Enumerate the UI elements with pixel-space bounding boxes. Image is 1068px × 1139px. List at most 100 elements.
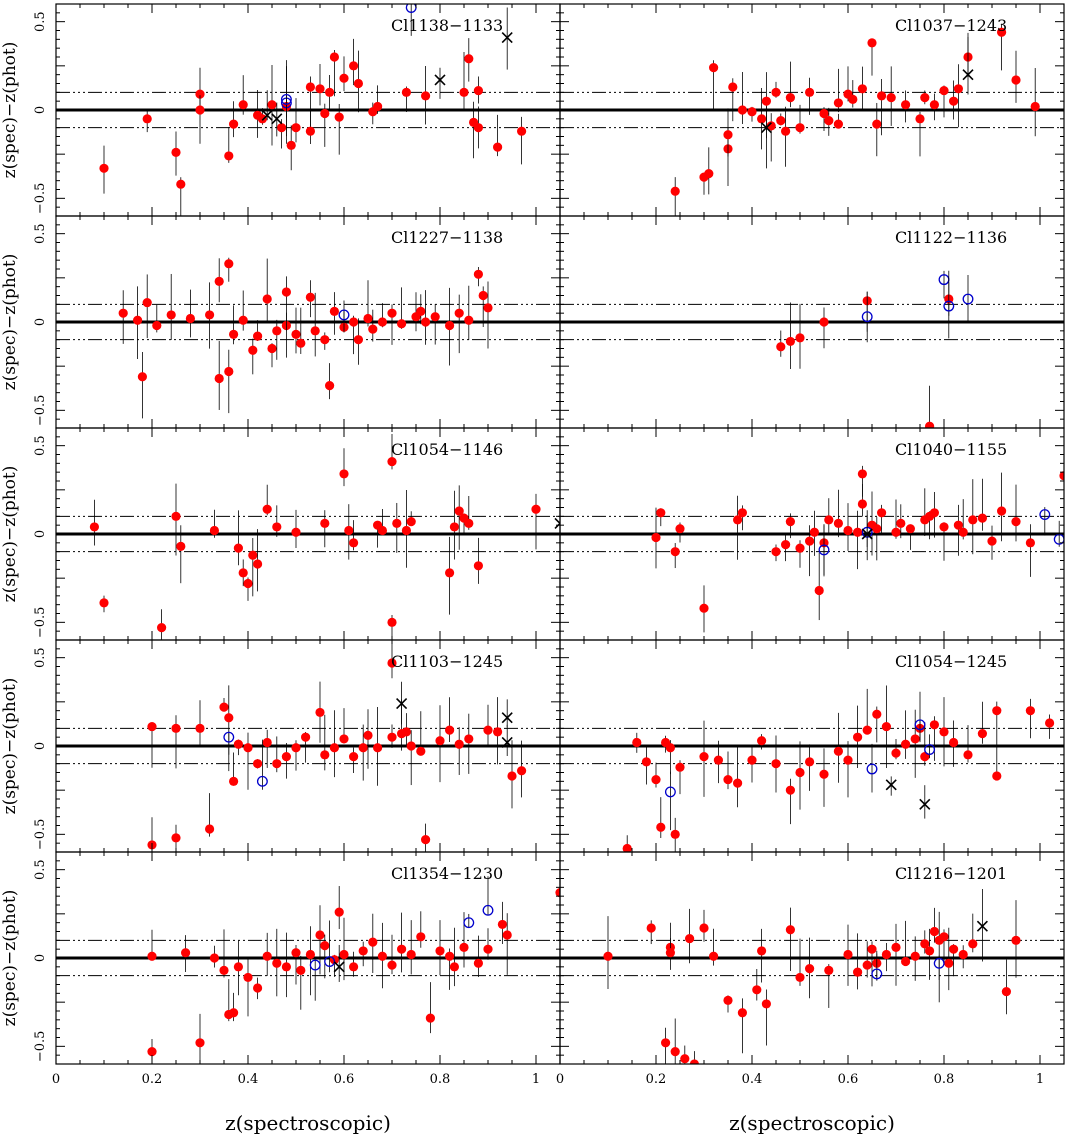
data-point — [262, 294, 272, 304]
data-point — [243, 578, 253, 589]
data-point-open — [664, 786, 676, 798]
data-point — [233, 543, 243, 553]
data-point — [901, 739, 911, 749]
data-point — [497, 919, 507, 930]
x-tick-label: 0.6 — [838, 1072, 859, 1087]
data-point — [363, 313, 373, 324]
data-point — [445, 725, 455, 735]
data-point-open — [223, 731, 235, 743]
data-point-open — [324, 956, 336, 967]
data-point — [997, 27, 1007, 37]
data-point — [445, 568, 455, 578]
data-point — [857, 469, 868, 479]
data-point — [118, 308, 128, 318]
data-point — [329, 743, 339, 753]
data-point — [757, 946, 767, 956]
data-point — [867, 38, 877, 48]
data-point — [147, 951, 157, 961]
data-point-cross — [501, 32, 513, 44]
data-point — [387, 308, 397, 318]
y-tick-label: −0.5 — [33, 395, 48, 427]
data-point — [881, 949, 892, 960]
data-point-cross — [501, 712, 513, 724]
data-point — [171, 833, 181, 843]
data-point — [857, 499, 868, 509]
data-point — [329, 306, 339, 316]
data-point — [387, 658, 397, 668]
data-point — [483, 944, 493, 954]
data-point — [929, 926, 940, 937]
data-point — [253, 331, 263, 341]
data-point — [641, 757, 652, 767]
y-axis-label: z(spec)−z(phot) — [0, 466, 20, 603]
data-point — [421, 835, 431, 845]
data-point — [862, 960, 872, 970]
data-point — [176, 541, 186, 551]
panel-data — [560, 465, 1064, 633]
data-point — [886, 93, 896, 103]
data-point — [603, 951, 613, 961]
data-point — [291, 743, 301, 753]
data-point — [296, 338, 306, 348]
data-point — [502, 930, 512, 940]
data-point — [747, 107, 757, 117]
data-point — [339, 734, 349, 744]
data-point — [421, 317, 431, 327]
data-point-open — [309, 959, 321, 971]
data-point-open — [962, 293, 974, 305]
data-point — [483, 725, 493, 735]
data-point — [147, 721, 157, 732]
data-point — [833, 98, 844, 108]
data-point — [425, 1013, 435, 1023]
panel-title: Cl1040−1155 — [895, 440, 1007, 459]
data-point — [944, 958, 954, 968]
data-point — [320, 335, 330, 345]
data-point — [329, 52, 339, 62]
x-axis-label: z(spectroscopic) — [225, 1111, 391, 1135]
data-point — [449, 962, 459, 972]
data-point — [253, 759, 263, 769]
data-point — [473, 269, 483, 279]
data-point — [1030, 101, 1040, 112]
data-point — [517, 126, 527, 136]
data-point — [267, 100, 277, 110]
data-point — [757, 736, 767, 746]
data-point — [205, 310, 215, 320]
data-point — [776, 116, 786, 126]
data-point — [353, 78, 363, 89]
data-point-open — [338, 309, 350, 321]
y-tick-label: −0.5 — [33, 607, 48, 639]
data-point-open — [1039, 509, 1051, 521]
data-point — [454, 308, 464, 318]
data-point — [833, 518, 844, 529]
data-point — [670, 829, 680, 839]
data-point — [262, 951, 272, 961]
data-point — [368, 937, 378, 947]
panel-data — [560, 23, 1064, 216]
data-point — [339, 469, 349, 479]
data-point — [929, 720, 940, 730]
data-point — [349, 538, 359, 548]
data-point — [195, 89, 205, 99]
data-point — [238, 100, 248, 110]
data-point — [949, 96, 959, 106]
data-point — [555, 888, 560, 898]
data-point — [209, 525, 219, 536]
data-point — [949, 737, 959, 748]
data-point — [661, 1038, 671, 1048]
x-tick-label: 0.2 — [646, 1072, 667, 1087]
data-point — [805, 757, 815, 767]
data-point — [281, 287, 291, 297]
data-point — [853, 527, 863, 537]
data-point — [310, 326, 320, 336]
data-point-cross — [861, 528, 873, 540]
data-point — [1025, 538, 1035, 548]
data-point — [281, 752, 291, 762]
data-point — [435, 736, 445, 746]
data-point — [925, 421, 935, 428]
data-point — [785, 517, 796, 527]
data-point — [137, 372, 147, 382]
data-point — [305, 126, 315, 136]
data-point — [1011, 75, 1021, 85]
y-tick-label: −0.5 — [33, 819, 48, 851]
